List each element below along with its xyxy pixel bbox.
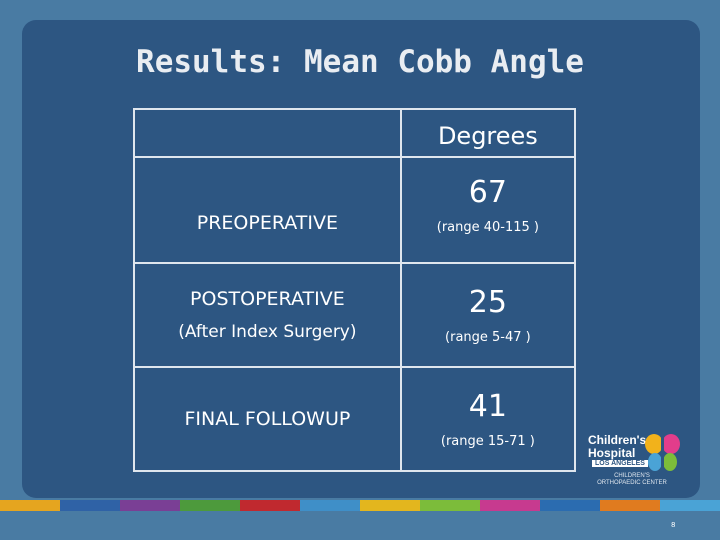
strip-segment: [360, 500, 420, 511]
butterfly-icon: [645, 434, 680, 471]
strip-segment: [480, 500, 540, 511]
strip-segment: [180, 500, 240, 511]
row-label-cell: POSTOPERATIVE (After Index Surgery): [133, 262, 402, 368]
row-value-cell: 25 (range 5-47 ): [399, 262, 577, 368]
row-value: 25: [468, 285, 507, 320]
table-row: FINAL FOLLOWUP 41 (range 15-71 ): [133, 366, 577, 472]
row-value-cell: 41 (range 15-71 ): [399, 366, 577, 472]
strip-segment: [60, 500, 120, 511]
strip-segment: [300, 500, 360, 511]
strip-segment: [420, 500, 480, 511]
row-value: 67: [468, 175, 507, 210]
strip-segment: [0, 500, 60, 511]
header-label-cell: [133, 108, 402, 158]
table-header-row: Degrees: [133, 108, 577, 158]
slide-title: Results: Mean Cobb Angle: [136, 44, 584, 80]
row-label: POSTOPERATIVE: [190, 288, 345, 310]
color-strip: [0, 500, 720, 511]
hospital-logo: Children's Hospital LOS ANGELES CHILDREN'…: [588, 432, 700, 492]
row-value: 41: [468, 389, 507, 424]
header-value-cell: Degrees: [399, 108, 577, 158]
table-row: PREOPERATIVE 67 (range 40-115 ): [133, 156, 577, 264]
strip-segment: [600, 500, 660, 511]
row-value-cell: 67 (range 40-115 ): [399, 156, 577, 264]
row-label-cell: PREOPERATIVE: [133, 156, 402, 264]
row-sublabel: (After Index Surgery): [178, 322, 357, 342]
strip-segment: [660, 500, 720, 511]
page-number: 8: [671, 521, 676, 529]
row-label: PREOPERATIVE: [196, 212, 339, 234]
strip-segment: [540, 500, 600, 511]
strip-segment: [120, 500, 180, 511]
row-range: (range 15-71 ): [440, 434, 535, 449]
logo-name: Children's Hospital: [588, 433, 647, 460]
logo-location: LOS ANGELES: [592, 460, 648, 467]
strip-segment: [240, 500, 300, 511]
row-range: (range 5-47 ): [445, 330, 531, 345]
row-label: FINAL FOLLOWUP: [184, 408, 351, 430]
results-table: Degrees PREOPERATIVE 67 (range 40-115 ) …: [133, 108, 577, 472]
degrees-header: Degrees: [437, 122, 538, 150]
table-row: POSTOPERATIVE (After Index Surgery) 25 (…: [133, 262, 577, 368]
logo-subtitle: CHILDREN'S ORTHOPAEDIC CENTER: [597, 473, 667, 486]
row-label-cell: FINAL FOLLOWUP: [133, 366, 402, 472]
row-range: (range 40-115 ): [436, 220, 540, 235]
